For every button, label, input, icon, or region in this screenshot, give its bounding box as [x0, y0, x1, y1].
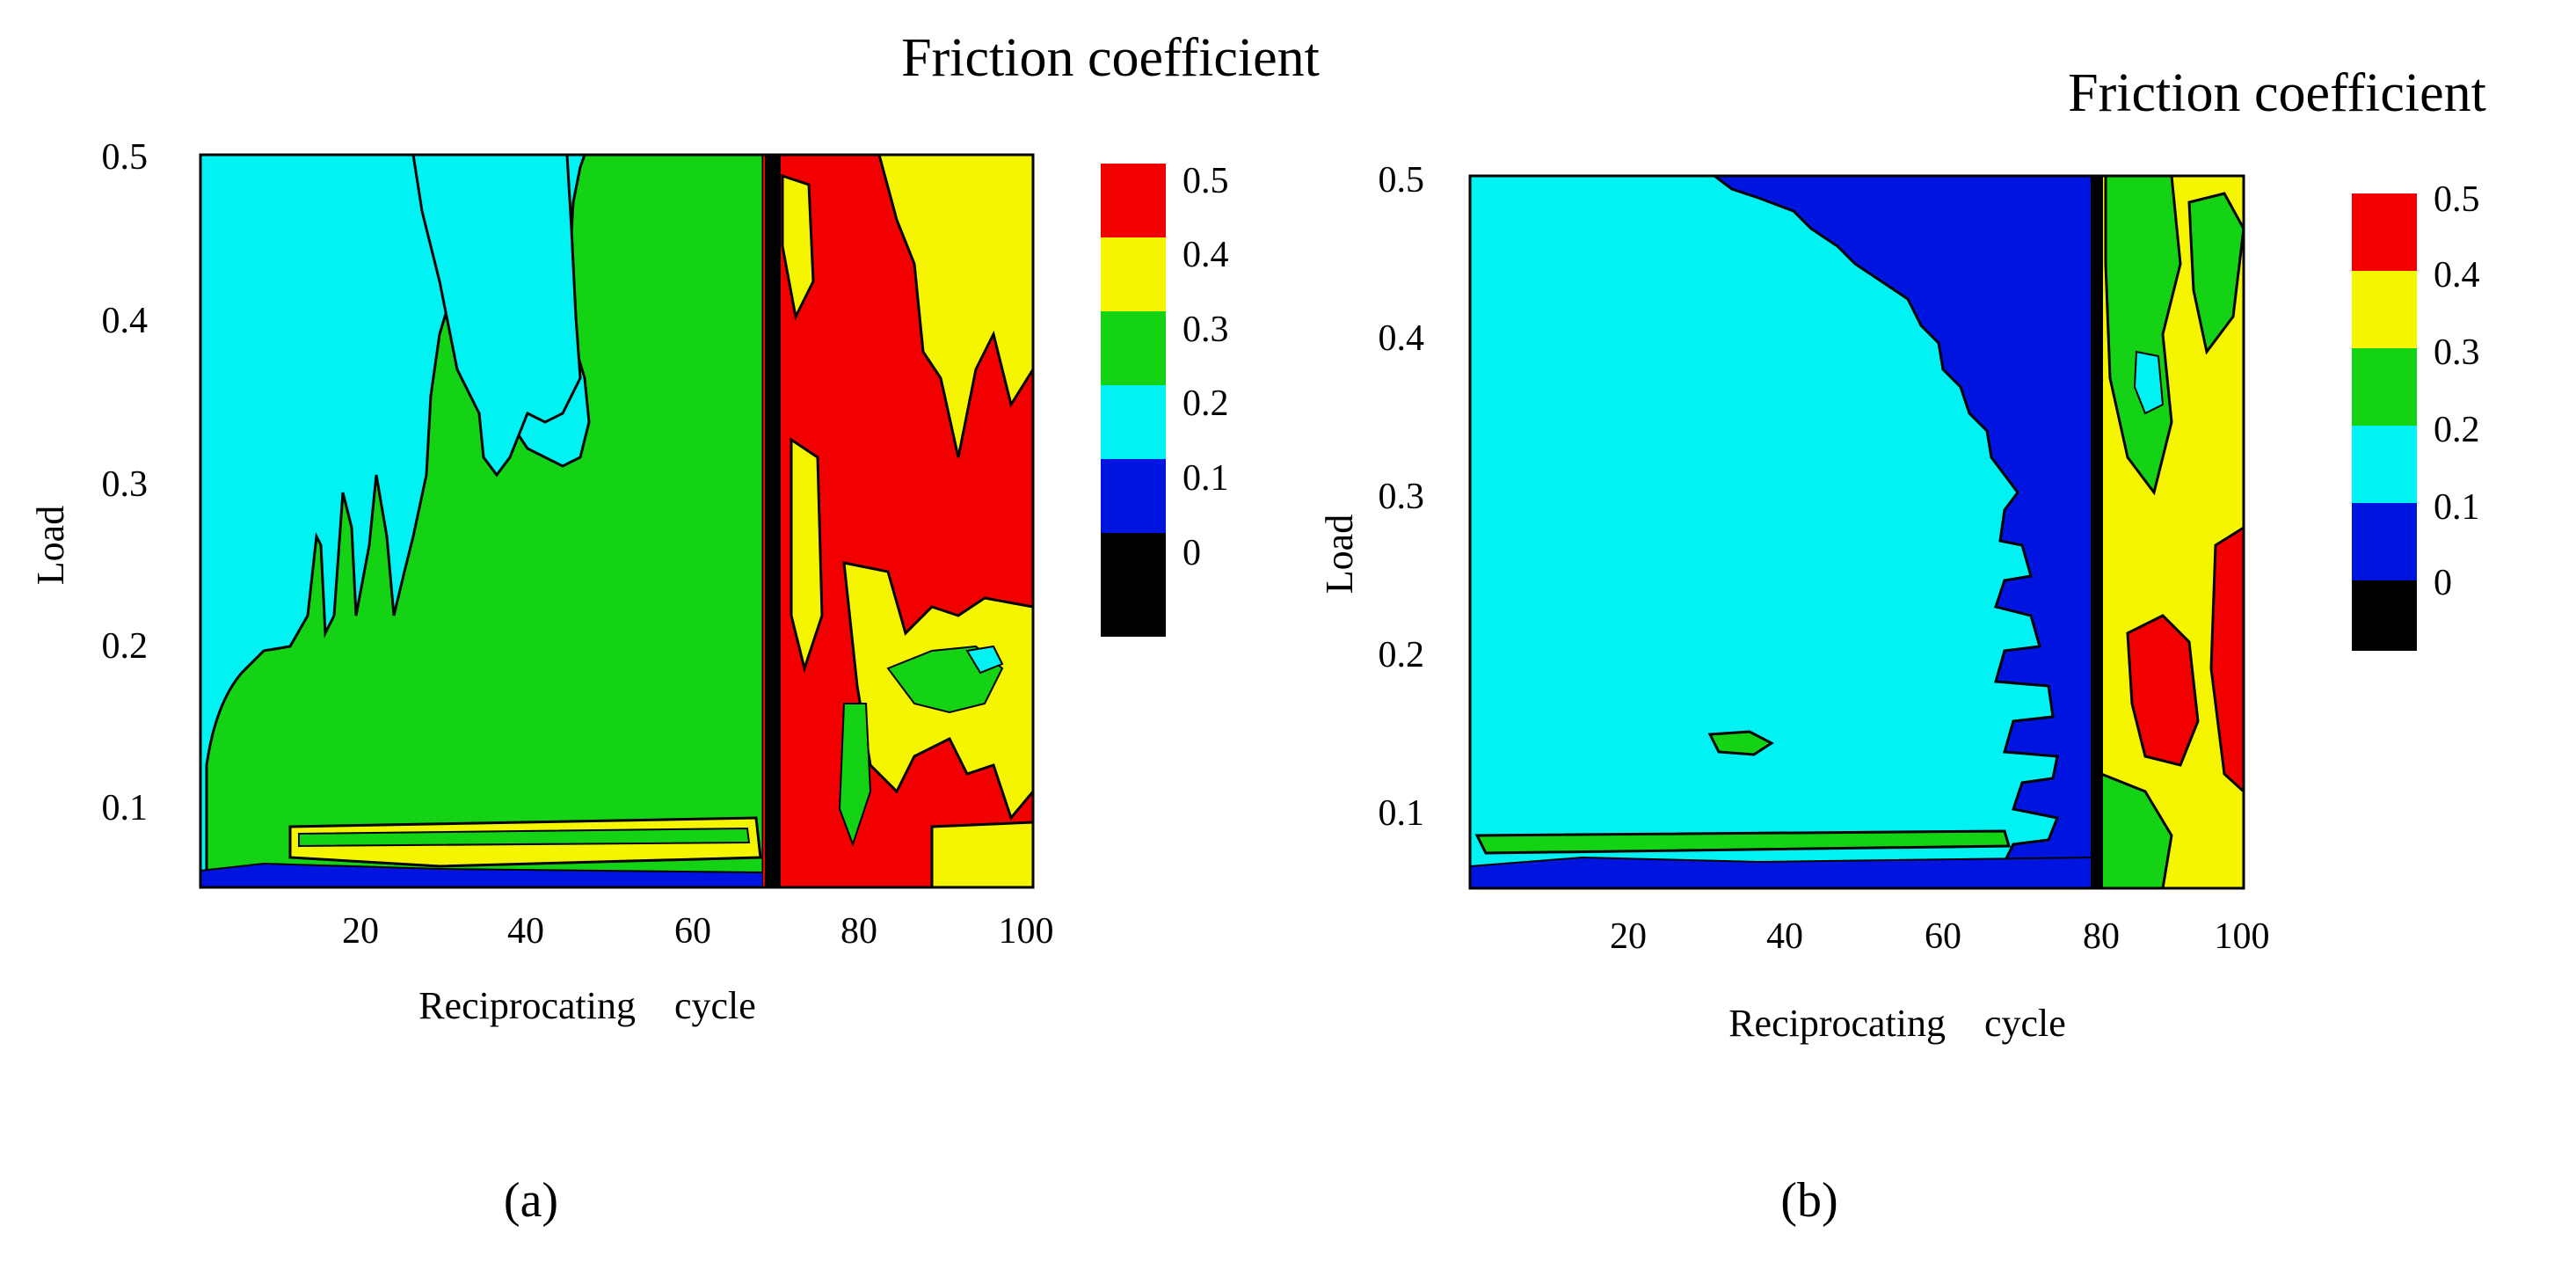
- heatmap-plot-a: [200, 155, 1033, 887]
- y-axis-label-a: Load: [29, 506, 72, 585]
- region-a-yellow-3: [790, 437, 824, 674]
- colorbar-a-label-0.1: 0.1: [1182, 458, 1229, 499]
- panel-label-a: (a): [504, 1173, 558, 1228]
- region-b-blue: [1712, 176, 2099, 888]
- colorbar-a-swatch-0.3: [1101, 311, 1166, 385]
- colorbar-b: 0.5 0.4 0.3 0.2 0.1 0: [2352, 179, 2480, 651]
- y-tick-b-0.1: 0.1: [1379, 793, 1425, 834]
- x-ticks-b: 20 40 60 80 100: [1610, 916, 2270, 957]
- chart-title-a: Friction coefficient: [901, 28, 1320, 88]
- y-tick-a-0.5: 0.5: [102, 137, 149, 178]
- y-tick-a-0.1: 0.1: [102, 788, 149, 828]
- colorbar-b-label-0.3: 0.3: [2434, 332, 2480, 373]
- chart-title-b: Friction coefficient: [2068, 63, 2486, 123]
- x-axis-label-a: Reciprocating cycle: [418, 984, 756, 1027]
- region-b-cyan-1: [2133, 350, 2165, 415]
- x-ticks-a: 20 40 60 80 100: [342, 911, 1054, 952]
- y-tick-a-0.2: 0.2: [102, 626, 149, 667]
- x-tick-a-20: 20: [342, 911, 379, 952]
- panel-a: Friction coefficient: [29, 28, 1320, 1228]
- colorbar-a-label-0.3: 0.3: [1182, 310, 1229, 350]
- region-a-yellow-5: [930, 821, 1033, 887]
- y-tick-a-0.3: 0.3: [102, 464, 149, 505]
- colorbar-a-label-0.2: 0.2: [1182, 383, 1229, 424]
- x-tick-b-40: 40: [1766, 916, 1803, 957]
- colorbar-a-swatch-0.1: [1101, 459, 1166, 533]
- colorbar-b-label-0.5: 0.5: [2434, 179, 2480, 220]
- x-tick-b-20: 20: [1610, 916, 1647, 957]
- region-b-red-1: [2126, 614, 2200, 767]
- colorbar-a: 0.5 0.4 0.3 0.2 0.1 0: [1101, 161, 1229, 637]
- region-b-green-1: [2104, 176, 2182, 496]
- colorbar-b-swatch-0.3: [2352, 348, 2417, 426]
- colorbar-b-label-0: 0: [2434, 563, 2452, 603]
- x-tick-a-80: 80: [840, 911, 877, 952]
- region-a-green-band: [298, 827, 751, 848]
- x-tick-b-60: 60: [1925, 916, 1961, 957]
- colorbar-b-swatch-0.4: [2352, 271, 2417, 348]
- region-a-green: [205, 155, 765, 881]
- region-a-yellow-1: [877, 155, 1033, 458]
- region-b-green-island: [1707, 730, 1774, 756]
- plot-frame-a: [199, 153, 1035, 889]
- colorbar-a-swatch-0.2: [1101, 385, 1166, 459]
- region-a-cyan-1: [965, 645, 1004, 675]
- y-tick-b-0.5: 0.5: [1379, 160, 1425, 201]
- colorbar-a-label-0: 0: [1182, 533, 1201, 573]
- region-a-cyan-island: [411, 155, 582, 478]
- region-b-red-2: [2209, 526, 2244, 794]
- y-tick-b-0.3: 0.3: [1379, 477, 1425, 517]
- colorbar-b-swatch-0: [2352, 580, 2417, 651]
- colorbar-a-swatch-0: [1101, 533, 1166, 607]
- colorbar-b-label-0.1: 0.1: [2434, 487, 2480, 528]
- region-a-green-2: [838, 703, 872, 847]
- panel-b: Friction coefficient Load 0.5: [1318, 63, 2486, 1228]
- colorbar-a-swatch-0.4: [1101, 237, 1166, 311]
- region-a-yellow-4: [781, 173, 815, 321]
- heatmap-plot-b: [1470, 176, 2244, 888]
- colorbar-a-label-0.4: 0.4: [1182, 235, 1229, 275]
- y-ticks-a: 0.5 0.4 0.3 0.2 0.1: [102, 137, 149, 828]
- colorbar-a-swatch-0.5: [1101, 164, 1166, 237]
- x-tick-a-40: 40: [507, 911, 544, 952]
- region-b-blue-bottom: [1470, 856, 2098, 888]
- region-b-green-2: [2187, 192, 2244, 355]
- colorbar-a-label-0.5: 0.5: [1182, 161, 1229, 201]
- transition-bar-b: [2091, 176, 2103, 888]
- y-ticks-b: 0.5 0.4 0.3 0.2 0.1: [1379, 160, 1425, 834]
- x-axis-label-b: Reciprocating cycle: [1728, 1002, 2066, 1045]
- region-b-low-band: [1474, 829, 2011, 855]
- colorbar-b-swatch-0.2: [2352, 426, 2417, 503]
- colorbar-b-swatch-0.1: [2352, 503, 2417, 580]
- panel-label-b: (b): [1780, 1173, 1837, 1228]
- transition-bar-a: [765, 155, 781, 887]
- colorbar-a-bottom-cap: [1101, 607, 1166, 637]
- colorbar-b-label-0.4: 0.4: [2434, 255, 2480, 295]
- colorbar-b-label-0.2: 0.2: [2434, 410, 2480, 450]
- y-tick-a-0.4: 0.4: [102, 301, 149, 341]
- x-tick-b-80: 80: [2083, 916, 2120, 957]
- y-tick-b-0.4: 0.4: [1379, 318, 1425, 359]
- x-tick-a-60: 60: [674, 911, 711, 952]
- colorbar-b-swatch-0.5: [2352, 193, 2417, 271]
- y-tick-b-0.2: 0.2: [1379, 635, 1425, 675]
- x-tick-a-100: 100: [999, 911, 1054, 952]
- x-tick-b-100: 100: [2215, 916, 2270, 957]
- plot-frame-b: [1468, 174, 2245, 890]
- y-axis-label-b: Load: [1318, 514, 1361, 594]
